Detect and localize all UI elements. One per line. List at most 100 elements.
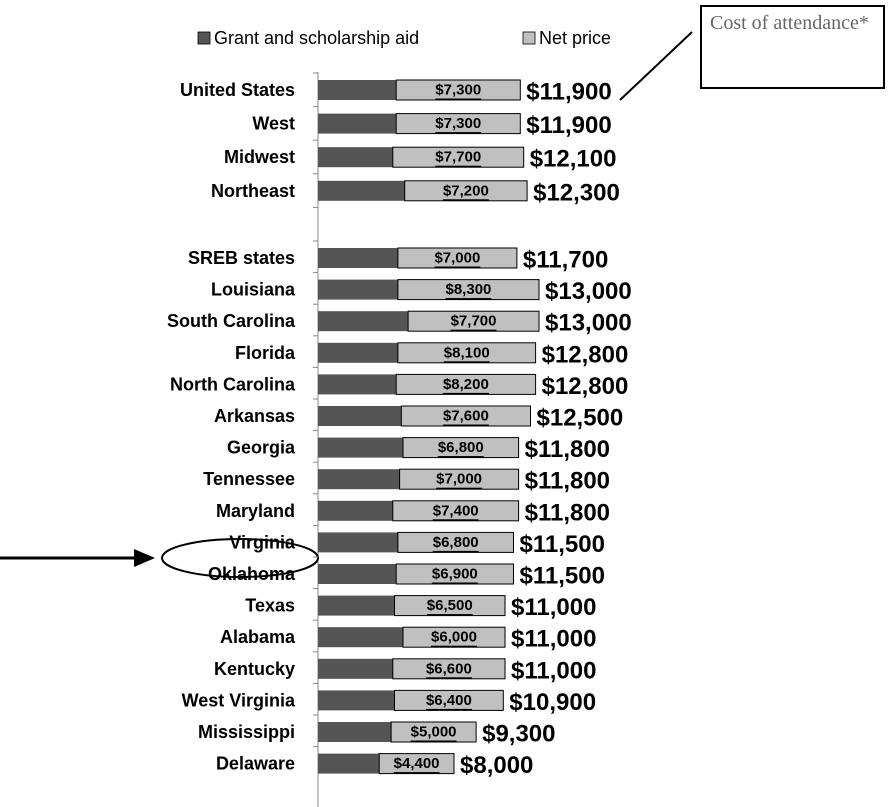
value-label: $4,400	[394, 755, 440, 772]
total-label: $11,900	[526, 79, 611, 106]
category-label: Maryland	[216, 501, 295, 521]
value-label: $6,900	[432, 566, 478, 583]
category-label: Midwest	[224, 147, 295, 167]
category-label: Tennessee	[203, 469, 295, 489]
bar-segment	[318, 532, 398, 553]
bar-segment	[318, 147, 393, 168]
bar-segment	[318, 80, 397, 100]
value-label: $7,700	[435, 149, 481, 166]
category-label: West Virginia	[182, 690, 296, 710]
total-label: $11,800	[525, 499, 610, 526]
category-label: South Carolina	[167, 311, 296, 331]
bar-segment	[402, 626, 506, 648]
total-label: $11,900	[526, 112, 611, 139]
total-label: $11,500	[520, 531, 605, 558]
legend-label: Grant and scholarship aid	[214, 28, 419, 48]
category-label: Florida	[235, 343, 296, 363]
bar-segment	[404, 180, 528, 202]
category-label: Oklahoma	[208, 564, 296, 584]
category-label: Georgia	[227, 438, 296, 458]
bar-segment	[318, 113, 397, 134]
total-label: $12,300	[533, 179, 620, 206]
bar-segment	[318, 564, 397, 584]
total-label: $11,800	[525, 436, 610, 463]
value-label: $7,300	[435, 82, 481, 99]
category-label: Kentucky	[214, 659, 295, 679]
bar-segment	[397, 342, 537, 364]
category-label: Arkansas	[214, 406, 295, 426]
category-label: Mississippi	[198, 722, 295, 742]
bar-segment	[318, 722, 392, 742]
category-label: SREB states	[188, 248, 295, 268]
bar-segment	[318, 469, 400, 490]
bar-segment	[318, 500, 393, 521]
bar-segment	[378, 753, 455, 775]
value-label: $8,200	[443, 376, 489, 393]
category-label: Texas	[245, 596, 295, 616]
bar-segment	[399, 468, 520, 490]
value-label: $7,400	[433, 502, 479, 519]
bar-segment	[318, 753, 380, 774]
value-label: $6,800	[438, 439, 484, 456]
bar-segment	[318, 248, 398, 268]
bar-segment	[392, 500, 520, 522]
value-label: $6,000	[431, 629, 477, 646]
total-label: $8,000	[460, 752, 533, 779]
value-label: $6,800	[433, 534, 479, 551]
value-label: $6,500	[427, 597, 473, 614]
value-label: $5,000	[411, 724, 457, 741]
bar-segment	[318, 658, 393, 679]
bar-segment	[407, 310, 540, 332]
value-label: $7,200	[443, 182, 489, 199]
bar-segment	[394, 595, 506, 617]
bar-segment	[392, 658, 506, 680]
category-label: United States	[180, 80, 295, 100]
value-label: $7,000	[434, 250, 480, 267]
total-label: $12,500	[537, 405, 624, 432]
bar-segment	[397, 279, 540, 301]
value-label: $7,700	[451, 313, 497, 330]
bar-segment	[397, 247, 518, 269]
bar-segment	[318, 690, 395, 711]
total-label: $11,000	[511, 657, 596, 684]
value-label: $7,300	[435, 115, 481, 132]
total-label: $11,700	[523, 247, 608, 274]
annotation-pointer	[619, 31, 693, 101]
category-label: Louisiana	[211, 280, 296, 300]
value-label: $6,400	[426, 692, 472, 709]
legend-label: Net price	[539, 28, 611, 48]
bar-segment	[395, 563, 515, 585]
bar-segment	[400, 405, 531, 427]
category-label: North Carolina	[170, 374, 296, 394]
total-label: $11,800	[525, 468, 610, 495]
bar-segment	[318, 406, 402, 426]
bar-segment	[394, 689, 504, 711]
legend-swatch	[197, 31, 211, 45]
value-label: $7,000	[436, 471, 482, 488]
category-label: Alabama	[220, 627, 296, 647]
bar-segment	[318, 311, 409, 332]
bar-segment	[318, 342, 398, 363]
bar-segment	[318, 437, 403, 458]
bar-segment	[402, 437, 520, 459]
value-label: $8,300	[446, 281, 492, 298]
total-label: $11,500	[520, 563, 605, 590]
value-label: $6,600	[426, 660, 472, 677]
bar-segment	[395, 79, 521, 101]
total-label: $9,300	[482, 721, 555, 748]
total-label: $12,800	[542, 341, 629, 368]
total-label: $11,000	[511, 594, 596, 621]
bar-segment	[318, 374, 397, 395]
bar-segment	[318, 279, 398, 300]
category-label: West	[252, 114, 295, 134]
bar-segment	[392, 146, 525, 168]
value-label: $8,100	[444, 344, 490, 361]
category-label: Virginia	[229, 532, 296, 552]
total-label: $12,800	[542, 373, 629, 400]
bar-segment	[318, 595, 395, 616]
annotation: Cost of attendance*	[700, 5, 885, 89]
value-label: $7,600	[443, 408, 489, 425]
category-label: Northeast	[211, 181, 295, 201]
